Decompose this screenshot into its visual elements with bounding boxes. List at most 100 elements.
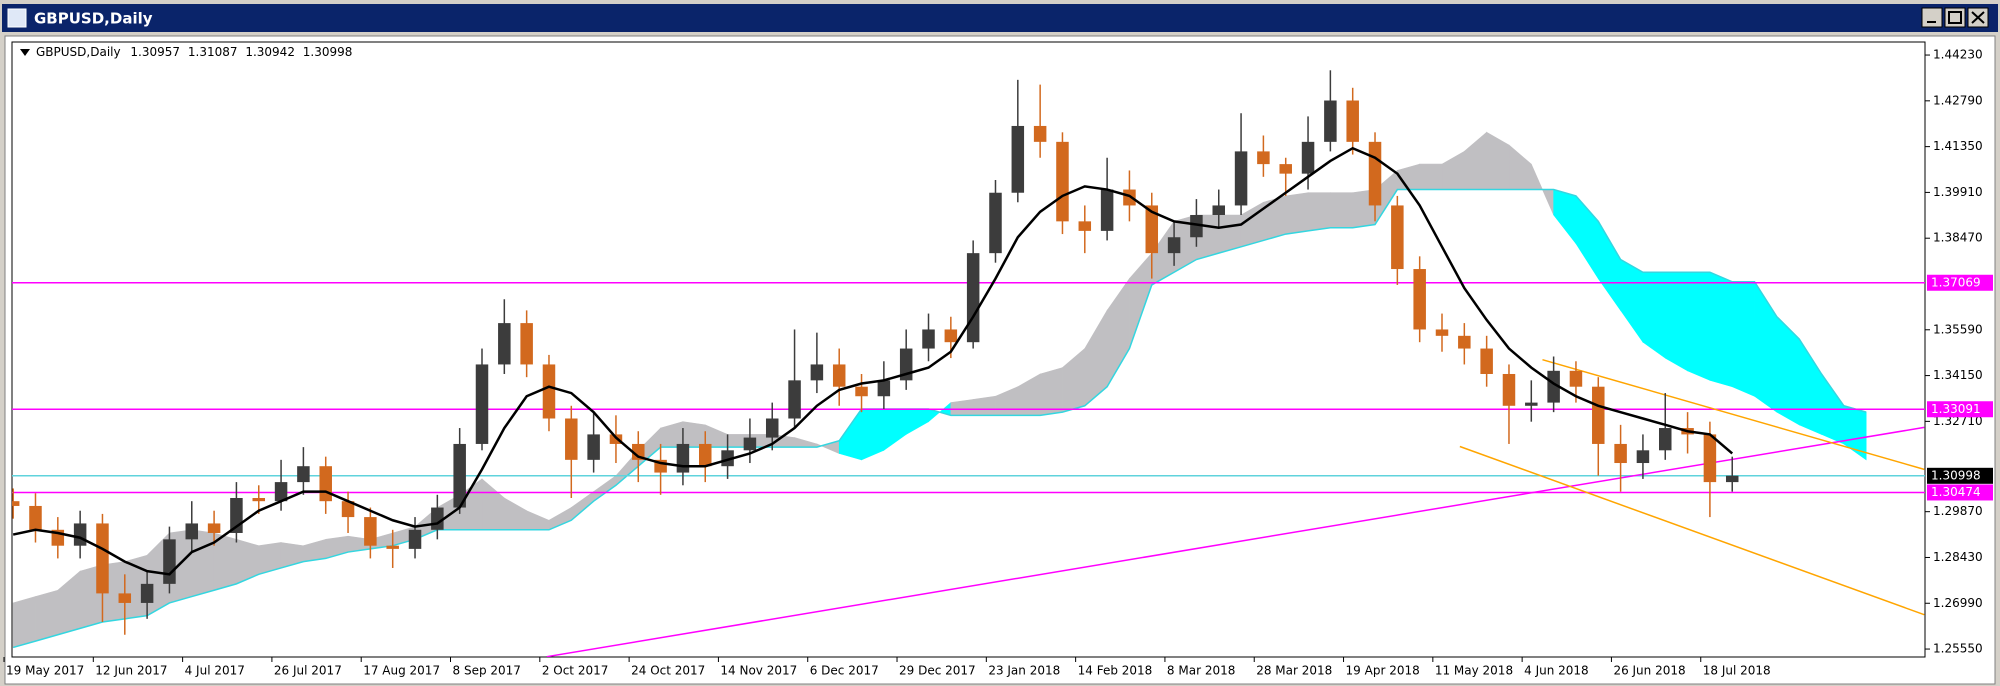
price-label-box [1927, 484, 1993, 501]
price-label: 1.33091 [1931, 402, 1981, 416]
x-tick-label: 28 Mar 2018 [1256, 664, 1332, 678]
cloud-segment [1039, 367, 1063, 416]
x-tick-label: 26 Jun 2018 [1613, 664, 1685, 678]
candle-body [721, 450, 734, 467]
candle-body [1480, 348, 1493, 374]
window-title: GBPUSD,Daily [34, 10, 153, 28]
cloud-segment [1419, 163, 1443, 190]
candle-body [1703, 434, 1717, 483]
trend-line [1459, 445, 1925, 616]
price-label-box [1927, 401, 1993, 418]
cloud-segment [12, 596, 36, 648]
trend-line [546, 426, 1925, 657]
candle-body [431, 507, 444, 530]
candle-body [29, 505, 42, 530]
candle-body [810, 364, 824, 381]
price-label: 1.37069 [1931, 275, 1981, 289]
price-label: 1.30474 [1931, 485, 1981, 499]
candle-body [341, 501, 355, 518]
candle-body [565, 418, 578, 460]
x-tick-label: 8 Mar 2018 [1167, 664, 1235, 678]
y-tick-label: 1.25550 [1933, 642, 1983, 656]
candle-body [1614, 443, 1627, 464]
y-tick-label: 1.26990 [1933, 596, 1983, 610]
price-label-box [1927, 467, 1993, 484]
candle-body [252, 498, 265, 502]
x-tick-label: 19 Apr 2018 [1346, 664, 1420, 678]
candle-body [1234, 151, 1248, 206]
y-tick-label: 1.42790 [1933, 93, 1983, 107]
window-icon [7, 8, 27, 28]
candle-body [96, 523, 109, 594]
candle-body [185, 523, 199, 540]
candle-body [1435, 329, 1449, 336]
x-tick-label: 12 Jun 2017 [95, 664, 167, 678]
candle-body [922, 329, 935, 349]
cloud-segment [682, 421, 706, 448]
candle-body [1458, 335, 1471, 349]
window-buttons [1921, 7, 1989, 28]
candle-body [207, 523, 221, 533]
chart-header: GBPUSD,Daily 1.30957 1.31087 1.30942 1.3… [36, 45, 352, 59]
y-tick-label: 1.32710 [1933, 414, 1983, 428]
candle-body [1636, 450, 1650, 464]
candle-body [765, 418, 779, 438]
candle-body [1346, 100, 1359, 142]
candle-body [877, 380, 891, 397]
candle-body [855, 386, 868, 397]
candle-body [1547, 370, 1560, 403]
y-tick-label: 1.29870 [1933, 504, 1983, 518]
cloud-segment [1285, 192, 1309, 235]
candle-body [1167, 237, 1181, 254]
candle-body [1212, 205, 1225, 215]
candle-body [699, 443, 712, 467]
candle-body [1592, 386, 1605, 444]
x-tick-label: 29 Dec 2017 [899, 664, 976, 678]
candle-body [1056, 141, 1069, 222]
cloud-segment [1687, 271, 1711, 381]
price-axis: 1.44230 1.42790 1.41350 1.39910 1.38470 1.355… [1925, 48, 1993, 656]
candle-body [1725, 475, 1739, 483]
candle-body [1100, 189, 1114, 231]
symbol: GBPUSD,Daily [36, 45, 121, 59]
candle-body [989, 192, 1002, 254]
candle-body [73, 523, 87, 546]
candle-body [1569, 370, 1583, 387]
x-tick-label: 4 Jul 2017 [185, 664, 245, 678]
candle-body [1257, 151, 1270, 165]
candle-body [743, 437, 757, 451]
moving-average [12, 146, 1734, 576]
candle-body [118, 593, 132, 603]
candle-body [1123, 189, 1136, 206]
header-arrow [20, 49, 30, 56]
cloud-segment [1709, 271, 1733, 388]
candle-body [1190, 214, 1203, 238]
candle-body [1301, 141, 1315, 174]
candle-body [1525, 402, 1538, 406]
trend-line [1542, 358, 1925, 471]
close-icon [1971, 11, 1985, 24]
candle-body [542, 364, 556, 419]
candle-body [832, 364, 846, 387]
candle-body [274, 482, 288, 502]
x-tick-label: 14 Nov 2017 [720, 664, 797, 678]
candle-body [1368, 141, 1382, 206]
candle-body [1324, 100, 1337, 142]
plot-frame [11, 41, 1926, 658]
candle-body [408, 529, 422, 549]
candle-body [1413, 269, 1426, 330]
candle-body [297, 466, 310, 483]
quote-close: 1.30998 [303, 45, 353, 59]
y-tick-label: 1.35590 [1933, 322, 1983, 336]
x-tick-label: 8 Sep 2017 [453, 664, 521, 678]
x-tick-label: 17 Aug 2017 [363, 664, 440, 678]
plot [12, 70, 1925, 657]
x-tick-label: 24 Oct 2017 [631, 664, 705, 678]
minimize-button[interactable] [1921, 7, 1943, 28]
candle-body [1391, 205, 1404, 270]
candle-body [788, 380, 801, 419]
y-tick-label: 1.38470 [1933, 231, 1983, 245]
y-tick-label: 1.41350 [1933, 139, 1983, 153]
